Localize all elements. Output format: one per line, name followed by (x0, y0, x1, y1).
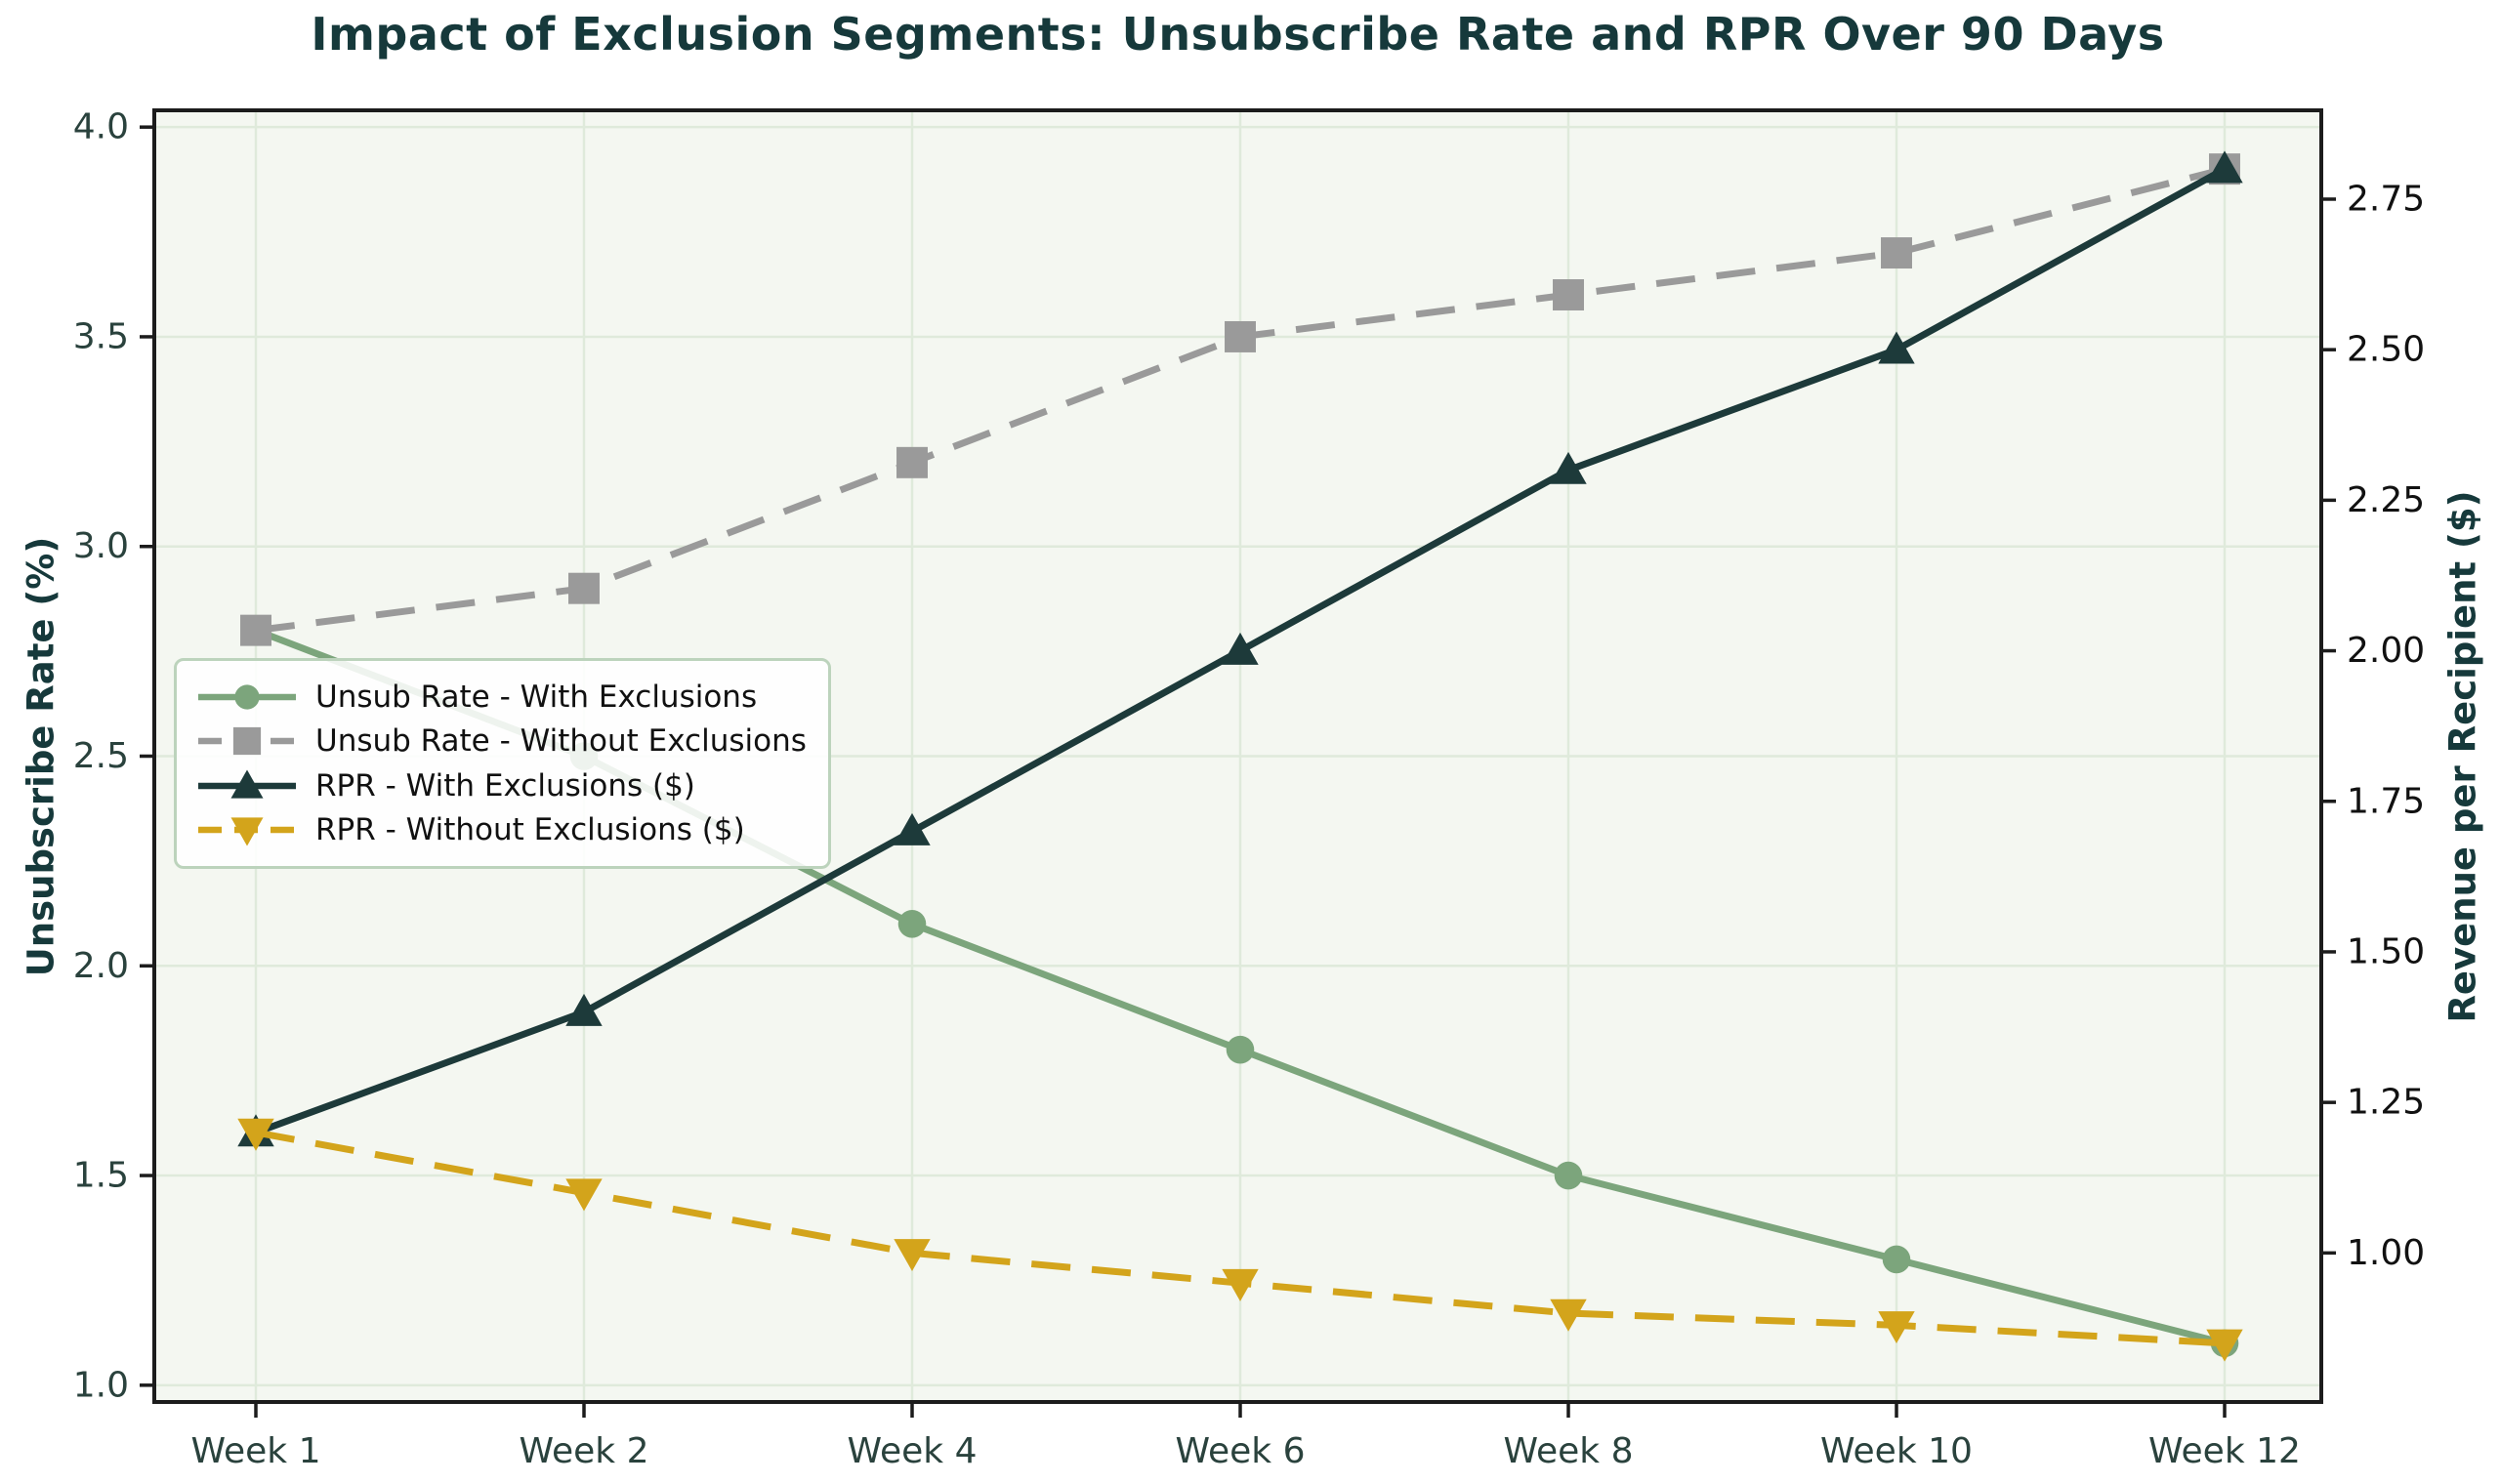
right-tick-label: 2.00 (2347, 631, 2425, 671)
legend-marker-circle (198, 684, 296, 710)
triangle-up-marker (894, 812, 931, 845)
left-tick-label: 3.5 (73, 316, 129, 356)
series-square (240, 153, 2240, 646)
triangle-up-marker (1878, 331, 1915, 364)
x-tick-label: Week 1 (191, 1431, 321, 1471)
legend-sample-marker (230, 769, 264, 799)
square-marker (1225, 320, 1256, 352)
x-tick-label: Week 8 (1504, 1431, 1634, 1471)
legend-item: RPR - Without Exclusions ($) (194, 808, 807, 851)
x-tick-label: Week 10 (1820, 1431, 1973, 1471)
x-tick-label: Week 2 (520, 1431, 649, 1471)
right-tick-label: 1.00 (2347, 1233, 2425, 1273)
triangle-down-marker (894, 1239, 931, 1272)
legend-item: Unsub Rate - With Exclusions (194, 676, 807, 719)
square-marker (240, 614, 271, 646)
triangle-down-marker (1878, 1311, 1915, 1344)
right-tick-label: 1.75 (2347, 781, 2425, 821)
circle-marker (1554, 1161, 1583, 1190)
right-axis-title: Revenue per Recipient ($) (2441, 490, 2484, 1023)
right-tick-label: 1.25 (2347, 1083, 2425, 1123)
series-triangle-down (237, 1118, 2243, 1362)
square-marker (896, 446, 928, 478)
chart-title: Impact of Exclusion Segments: Unsubscrib… (311, 8, 2165, 61)
square-marker (568, 572, 600, 604)
triangle-down-marker (2206, 1329, 2243, 1362)
left-tick-label: 4.0 (73, 107, 129, 147)
left-tick-label: 1.5 (73, 1156, 129, 1196)
square-marker (1553, 279, 1584, 310)
legend-marker-square (198, 727, 296, 756)
x-tick-label: Week 6 (1176, 1431, 1306, 1471)
left-tick-label: 1.0 (73, 1365, 129, 1405)
legend-sample-marker (232, 727, 262, 756)
triangle-up-marker (1550, 451, 1587, 484)
series-triangle-up (237, 150, 2243, 1147)
triangle-down-marker (1550, 1298, 1587, 1332)
circle-marker (897, 910, 927, 938)
legend-item: RPR - With Exclusions ($) (194, 764, 807, 807)
circle-marker (1226, 1035, 1255, 1064)
x-tick-label: Week 4 (848, 1431, 978, 1471)
left-tick-label: 2.0 (73, 946, 129, 986)
legend-item: Unsub Rate - Without Exclusions (194, 720, 807, 763)
legend-label: RPR - Without Exclusions ($) (315, 811, 745, 847)
legend-sample-marker (234, 684, 260, 710)
right-tick-label: 1.50 (2347, 931, 2425, 971)
legend-sample-marker (230, 817, 264, 846)
legend: Unsub Rate - With Exclusions Unsub Rate … (174, 658, 831, 869)
right-tick-label: 2.75 (2347, 179, 2425, 219)
left-axis-title: Unsubscribe Rate (%) (20, 536, 62, 977)
legend-marker-triangle-up (198, 769, 296, 799)
x-tick-label: Week 12 (2148, 1431, 2301, 1471)
right-tick-label: 2.25 (2347, 480, 2425, 520)
legend-label: RPR - With Exclusions ($) (315, 767, 695, 804)
right-tick-label: 2.50 (2347, 330, 2425, 370)
triangle-up-marker (565, 993, 603, 1026)
legend-label: Unsub Rate - Without Exclusions (315, 723, 807, 760)
triangle-up-marker (2206, 150, 2243, 184)
triangle-down-marker (565, 1178, 603, 1212)
triangle-up-marker (1222, 632, 1259, 665)
legend-label: Unsub Rate - With Exclusions (315, 680, 758, 715)
triangle-down-marker (1222, 1268, 1259, 1301)
left-tick-label: 3.0 (73, 526, 129, 566)
square-marker (1881, 237, 1912, 269)
triangle-down-marker (237, 1118, 274, 1151)
left-tick-label: 2.5 (73, 736, 129, 776)
legend-marker-triangle-down (198, 817, 296, 846)
circle-marker (1882, 1245, 1911, 1274)
